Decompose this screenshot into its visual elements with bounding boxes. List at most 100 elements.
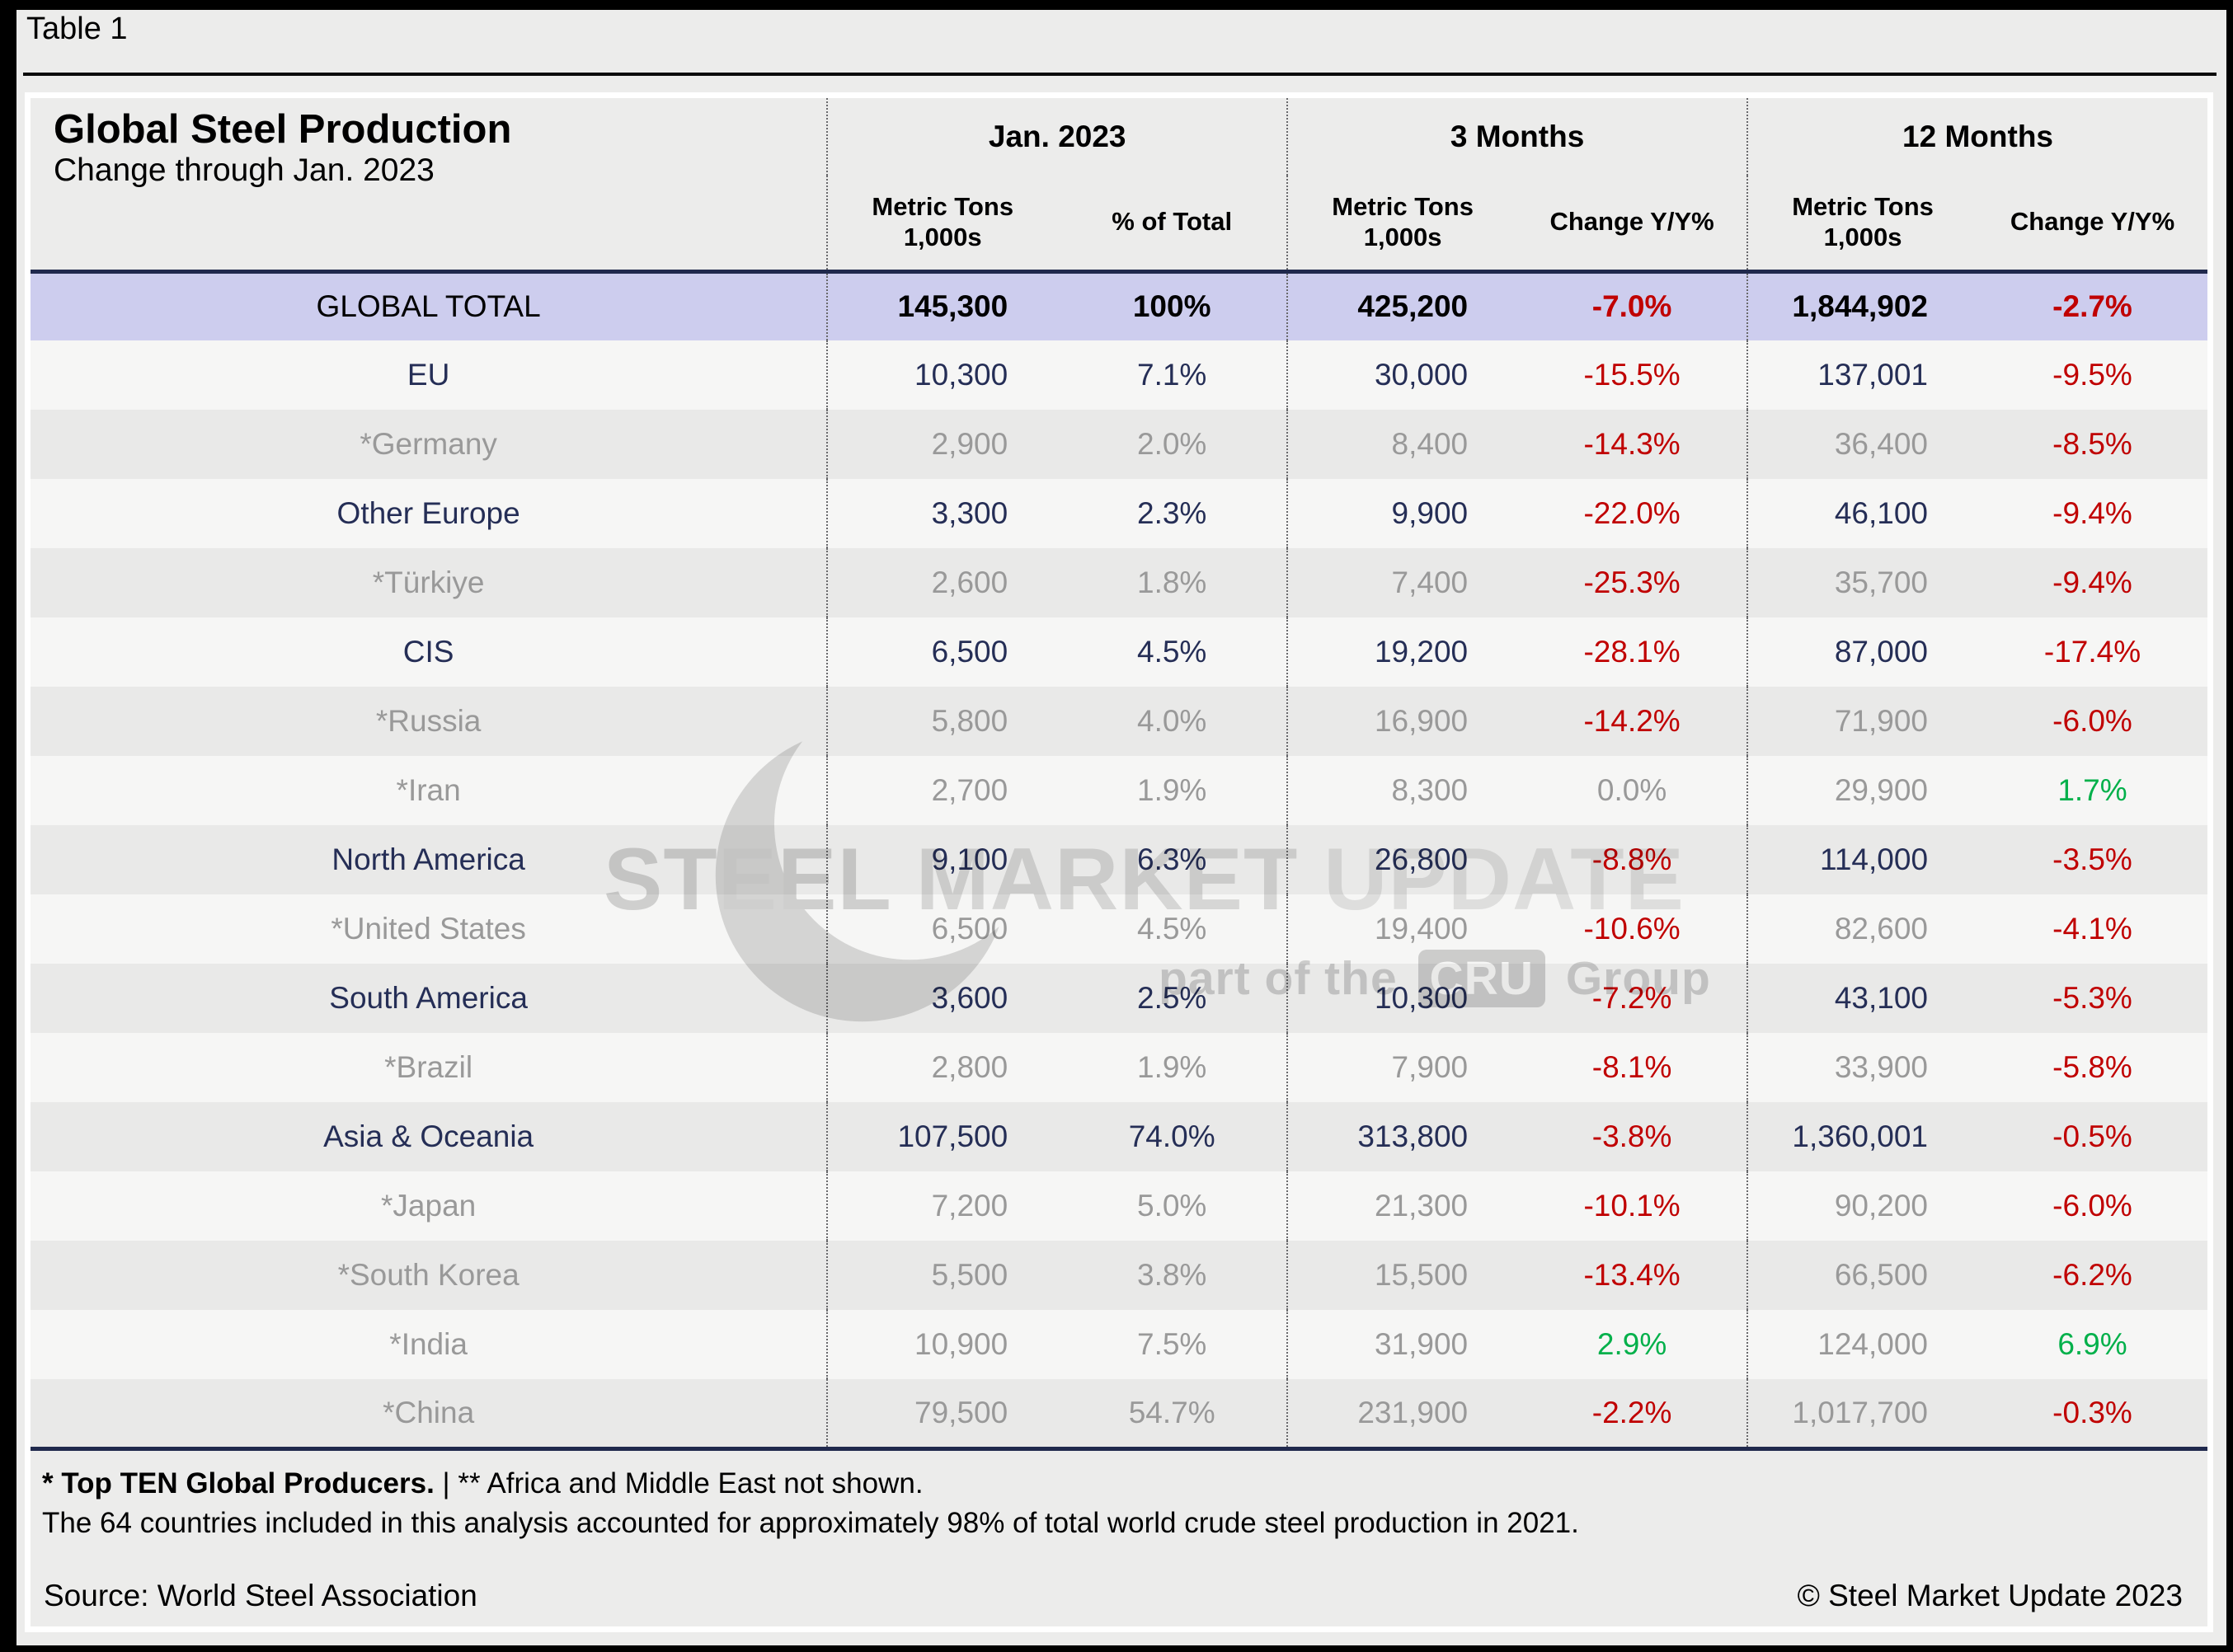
value-cell: 90,200: [1746, 1171, 1978, 1241]
value-cell: 2.9%: [1596, 1327, 1667, 1361]
value-cell: 5.0%: [1137, 1189, 1207, 1223]
steel-production-table-panel: Global Steel Production Change through J…: [25, 92, 2213, 1632]
value-cell: -15.5%: [1583, 358, 1681, 392]
value-cell: 9,100: [826, 825, 1058, 894]
col-group-3-months: 3 Months: [1286, 98, 1748, 176]
value-cell: 26,800: [1286, 825, 1518, 894]
value-cell: 1.9%: [1137, 773, 1207, 807]
value-cell: 107,500: [826, 1102, 1058, 1171]
value-cell: -9.5%: [2052, 358, 2132, 392]
table-row: *Russia 5,800 4.0% 16,900 -14.2% 71,900 -6.0%: [31, 687, 2207, 756]
table-body: GLOBAL TOTAL 145,300 100% 425,200 -7.0% 1,844…: [31, 271, 2207, 1451]
value-cell: 3,600: [826, 964, 1058, 1033]
col-group-12-months: 12 Months: [1746, 98, 2207, 176]
value-cell: -9.4%: [2052, 566, 2132, 599]
row-label: *China: [31, 1379, 828, 1451]
value-cell: 114,000: [1746, 825, 1978, 894]
value-cell: -6.0%: [2052, 704, 2132, 738]
row-label: *Türkiye: [372, 566, 485, 599]
value-cell: -10.6%: [1583, 912, 1681, 946]
value-cell: -0.5%: [2052, 1119, 2132, 1153]
footnote-bold: * Top TEN Global Producers.: [42, 1467, 435, 1499]
value-cell: -17.4%: [2043, 635, 2141, 669]
value-cell: 5,500: [826, 1241, 1058, 1310]
table-row: *Germany 2,900 2.0% 8,400 -14.3% 36,400 -8.5%: [31, 410, 2207, 479]
row-label: *Russia: [375, 704, 482, 738]
value-cell: 7,200: [826, 1171, 1058, 1241]
row-label: *Brazil: [384, 1050, 473, 1084]
value-cell: -4.1%: [2052, 912, 2132, 946]
value-cell: 2.3%: [1137, 496, 1207, 530]
value-cell: 66,500: [1746, 1241, 1978, 1310]
row-label: CIS: [402, 635, 454, 669]
table-row: GLOBAL TOTAL 145,300 100% 425,200 -7.0% 1,844…: [31, 271, 2207, 340]
row-label: North America: [331, 842, 525, 876]
value-cell: -2.7%: [2052, 289, 2132, 324]
value-cell: 1,844,902: [1746, 271, 1978, 340]
row-label: *Germany: [360, 427, 497, 461]
source-text: Source: World Steel Association: [44, 1579, 477, 1612]
value-cell: -0.3%: [1977, 1379, 2207, 1451]
value-cell: 9,900: [1286, 479, 1518, 548]
table-row: *South Korea 5,500 3.8% 15,500 -13.4% 66,500 -…: [31, 1241, 2207, 1310]
value-cell: 137,001: [1746, 340, 1978, 410]
row-label: *India: [389, 1327, 468, 1361]
value-cell: 3,300: [826, 479, 1058, 548]
table-row: *China 79,500 54.7% 231,900 -2.2% 1,017,700 -0…: [31, 1379, 2207, 1451]
value-cell: -28.1%: [1583, 635, 1681, 669]
value-cell: 1.7%: [2057, 773, 2127, 807]
value-cell: -8.1%: [1591, 1050, 1672, 1084]
value-cell: 87,000: [1746, 617, 1978, 687]
page: Table 1 Global Steel Production Change t…: [16, 10, 2226, 1645]
value-cell: 10,300: [826, 340, 1058, 410]
table-row: Asia & Oceania 107,500 74.0% 313,800 -3.8% 1,…: [31, 1102, 2207, 1171]
value-cell: 4.0%: [1137, 704, 1207, 738]
value-cell: -3.8%: [1591, 1119, 1672, 1153]
table-row: *Japan 7,200 5.0% 21,300 -10.1% 90,200 -6.0%: [31, 1171, 2207, 1241]
value-cell: 15,500: [1286, 1241, 1518, 1310]
col-group-jan-2023: Jan. 2023: [826, 98, 1288, 176]
value-cell: -7.2%: [1591, 981, 1672, 1015]
value-cell: 1.8%: [1137, 566, 1207, 599]
value-cell: 6,500: [826, 617, 1058, 687]
table-header: Global Steel Production Change through J…: [31, 98, 2207, 274]
value-cell: 31,900: [1286, 1310, 1518, 1379]
value-cell: 71,900: [1746, 687, 1978, 756]
table-row: EU 10,300 7.1% 30,000 -15.5% 137,001 -9.5%: [31, 340, 2207, 410]
top-divider-rule: [23, 73, 2217, 76]
value-cell: 4.5%: [1137, 912, 1207, 946]
subcol-header: Change Y/Y%: [1517, 176, 1748, 274]
value-cell: 6.9%: [2057, 1327, 2127, 1361]
table-row: *Iran 2,700 1.9% 8,300 0.0% 29,900 1.7%: [31, 756, 2207, 825]
value-cell: 7.5%: [1137, 1327, 1207, 1361]
value-cell: -7.0%: [1591, 289, 1672, 324]
row-label: GLOBAL TOTAL: [316, 289, 541, 324]
value-cell: 1.9%: [1137, 1050, 1207, 1084]
value-cell: -8.8%: [1591, 842, 1672, 876]
value-cell: 19,200: [1286, 617, 1518, 687]
row-label: *South Korea: [337, 1258, 519, 1292]
value-cell: 425,200: [1286, 271, 1518, 340]
value-cell: 7.1%: [1137, 358, 1207, 392]
subcolumn-header-row: Metric Tons 1,000s% of Total Metric Tons 1,…: [31, 176, 2207, 274]
value-cell: 100%: [1132, 289, 1211, 324]
value-cell: 30,000: [1286, 340, 1518, 410]
value-cell: 231,900: [1286, 1379, 1518, 1451]
row-label: *United States: [331, 912, 526, 946]
value-cell: 5,800: [826, 687, 1058, 756]
value-cell: 10,300: [1286, 964, 1518, 1033]
value-cell: 82,600: [1746, 894, 1978, 964]
value-cell: 8,300: [1286, 756, 1518, 825]
value-cell: -8.5%: [2052, 427, 2132, 461]
table-row: CIS 6,500 4.5% 19,200 -28.1% 87,000 -17.4%: [31, 617, 2207, 687]
value-cell: 29,900: [1746, 756, 1978, 825]
value-cell: -6.0%: [2052, 1189, 2132, 1223]
value-cell: 2,700: [826, 756, 1058, 825]
table-footer: * Top TEN Global Producers. | ** Africa …: [31, 1451, 2207, 1627]
value-cell: 0.0%: [1596, 773, 1667, 807]
value-cell: -3.5%: [2052, 842, 2132, 876]
page-title: Global Steel Production: [54, 107, 512, 152]
value-cell: 8,400: [1286, 410, 1518, 479]
value-cell: -6.2%: [2052, 1258, 2132, 1292]
value-cell: 313,800: [1286, 1102, 1518, 1171]
